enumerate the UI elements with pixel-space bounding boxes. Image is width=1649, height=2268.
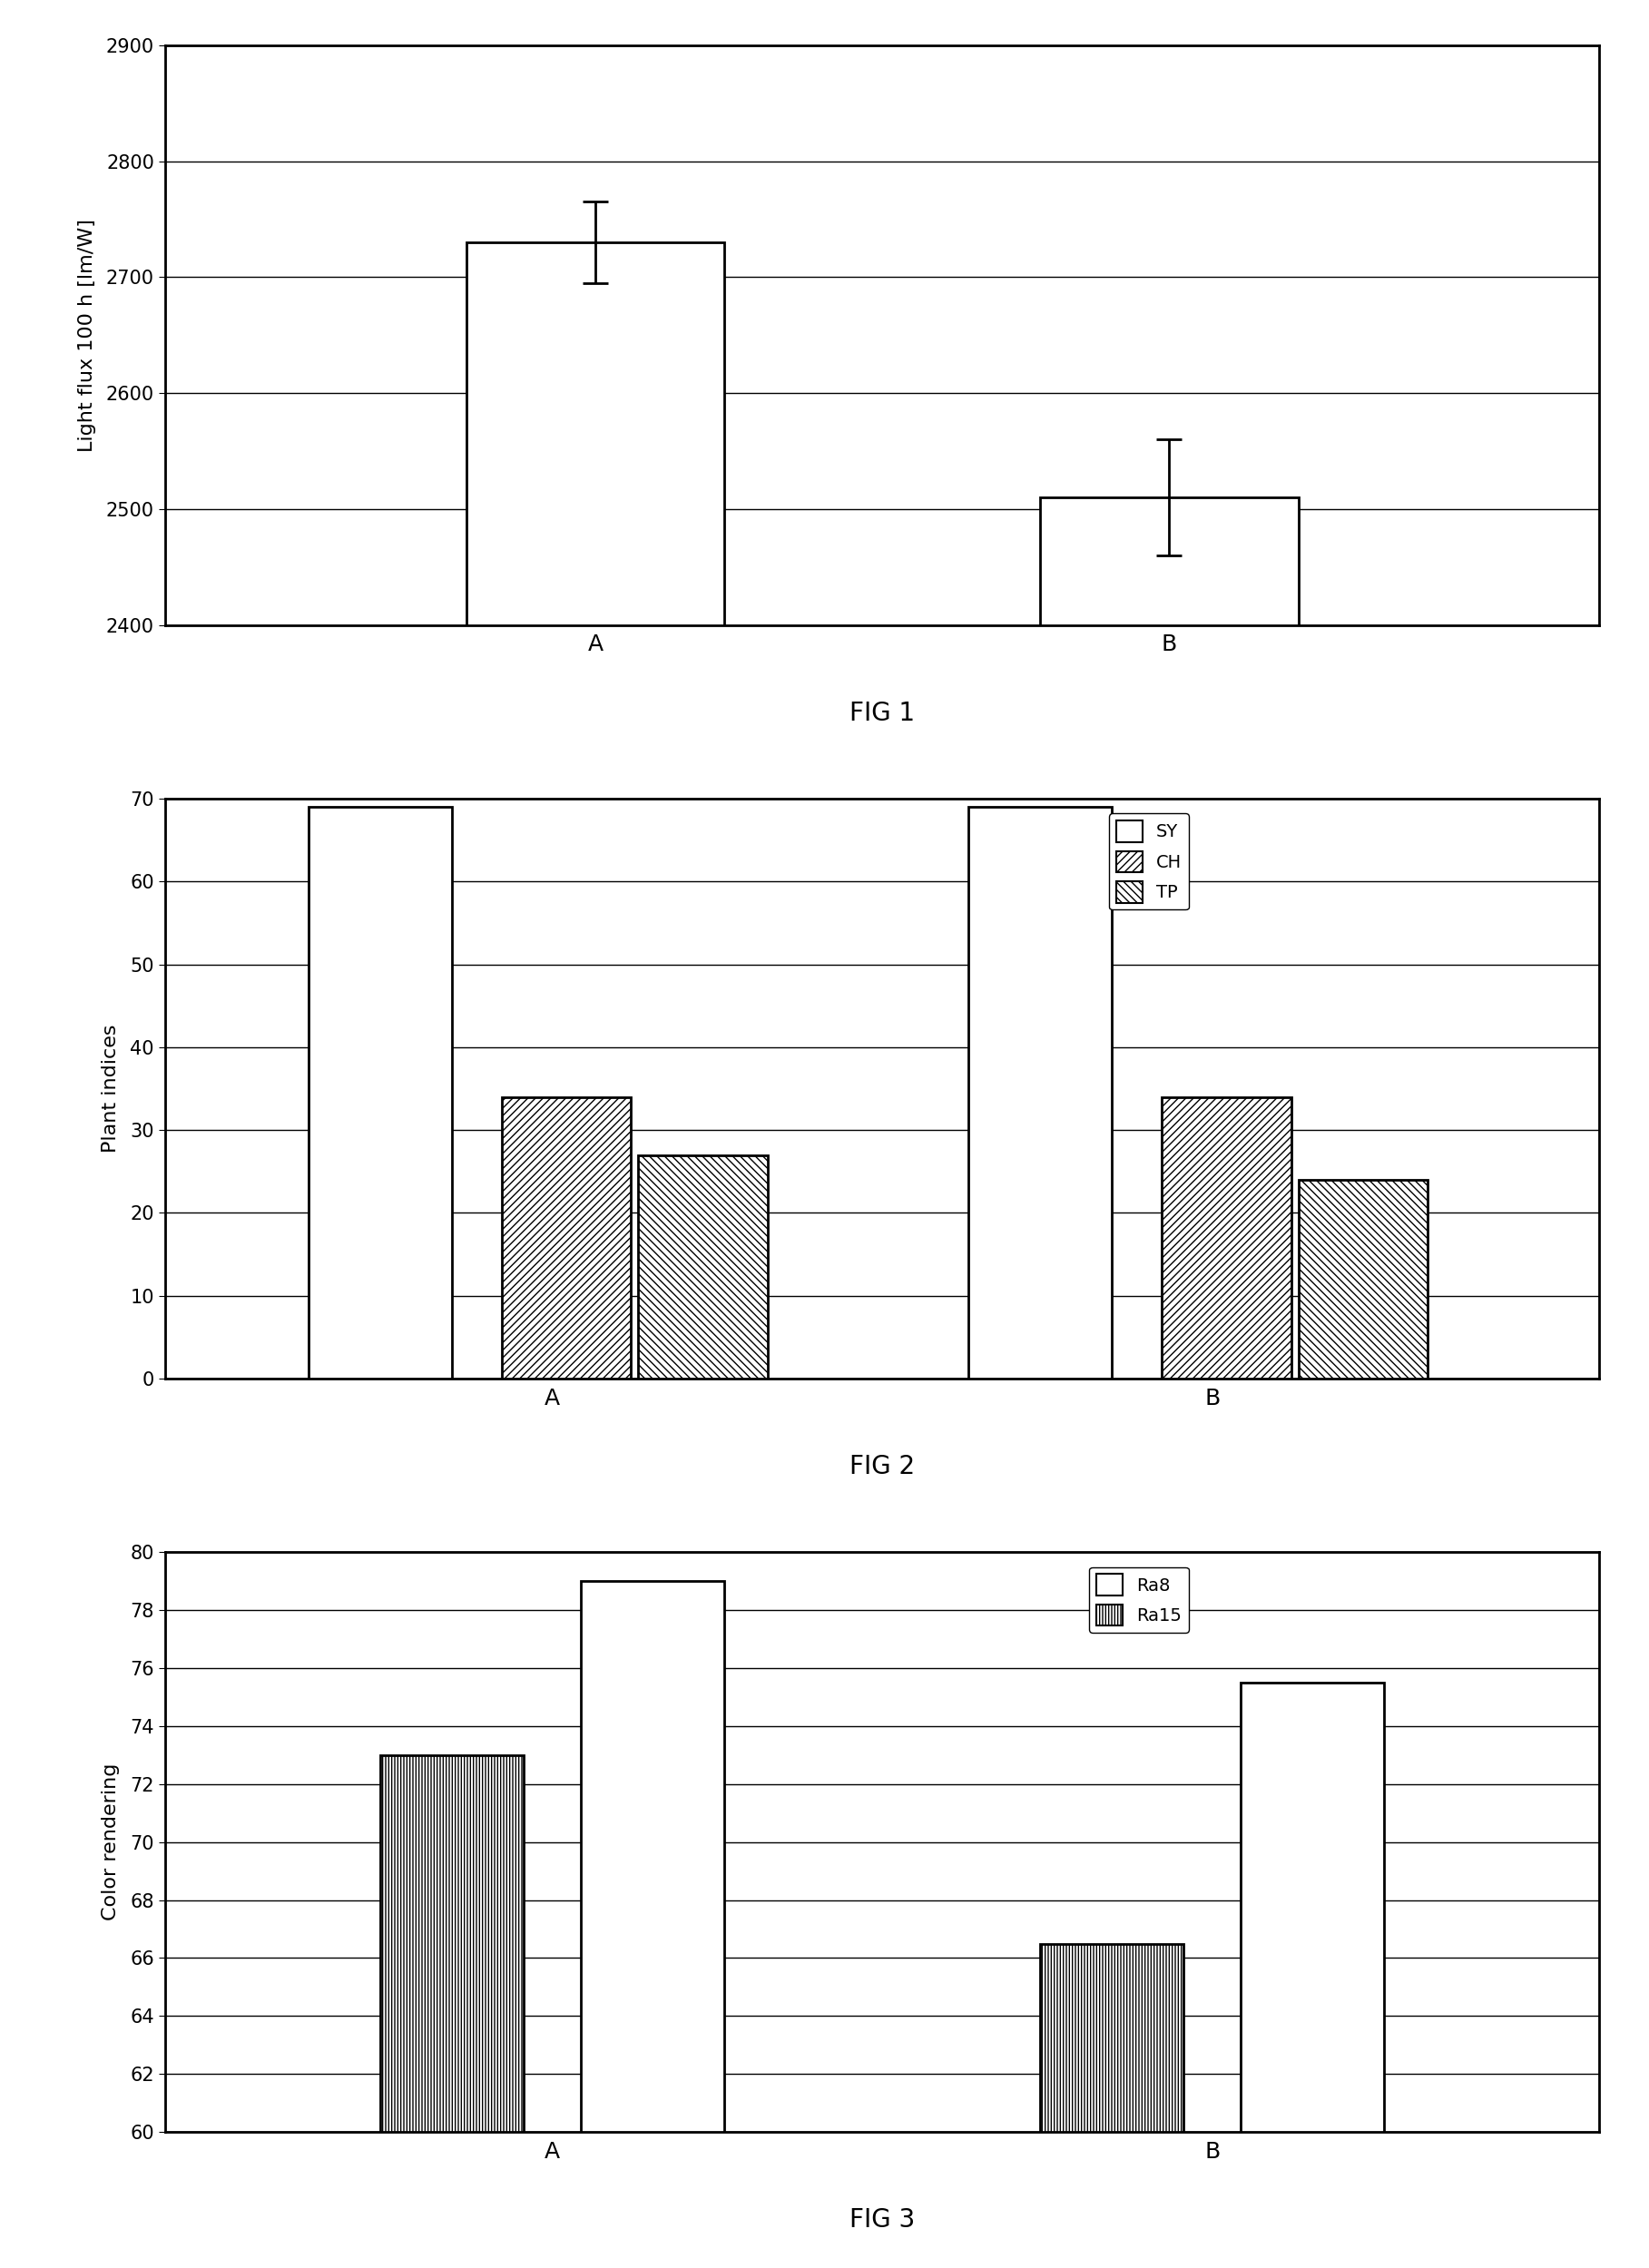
Bar bbox=[381, 1755, 524, 2132]
Bar bbox=[580, 1581, 724, 2132]
Bar bbox=[1298, 1179, 1428, 1379]
Y-axis label: Light flux 100 h [lm/W]: Light flux 100 h [lm/W] bbox=[78, 218, 96, 451]
Bar bbox=[968, 807, 1111, 1379]
Bar bbox=[1041, 1944, 1184, 2132]
Y-axis label: Plant indices: Plant indices bbox=[102, 1025, 120, 1152]
Text: FIG 3: FIG 3 bbox=[849, 2207, 915, 2232]
Bar bbox=[308, 807, 452, 1379]
Bar bbox=[1041, 497, 1298, 626]
Y-axis label: Color rendering: Color rendering bbox=[102, 1765, 120, 1921]
Bar bbox=[467, 243, 724, 626]
Legend: Ra8, Ra15: Ra8, Ra15 bbox=[1088, 1567, 1189, 1633]
Bar bbox=[501, 1098, 632, 1379]
Legend: SY, CH, TP: SY, CH, TP bbox=[1108, 814, 1189, 909]
Text: FIG 2: FIG 2 bbox=[849, 1454, 915, 1479]
Text: FIG 1: FIG 1 bbox=[849, 701, 915, 726]
Bar bbox=[1242, 1683, 1385, 2132]
Bar bbox=[638, 1154, 767, 1379]
Bar bbox=[1163, 1098, 1291, 1379]
